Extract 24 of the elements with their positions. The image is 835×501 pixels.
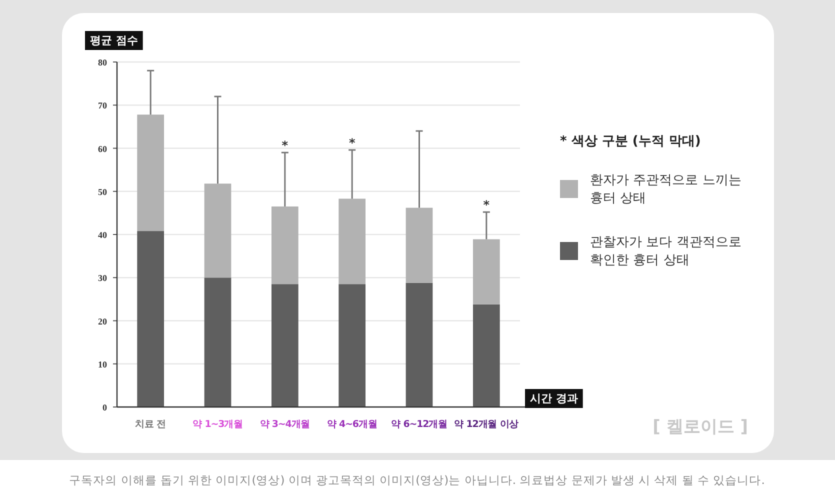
y-tick-label: 0 [102, 402, 108, 412]
x-tick-label: 치료 전 [135, 419, 166, 430]
x-tick-label: 약 3~4개월 [260, 419, 310, 430]
legend-title: * 색상 구분 (누적 막대) [560, 134, 701, 149]
annotation: * [483, 198, 490, 212]
annotation: * [282, 138, 289, 153]
y-tick-label: 50 [98, 186, 108, 197]
x-axis-title: 시간 경과 [530, 392, 578, 405]
y-tick-label: 30 [98, 273, 108, 284]
x-tick-label: 약 6~12개월 [391, 419, 448, 430]
y-tick-label: 70 [98, 100, 108, 111]
y-tick-label: 40 [98, 230, 108, 240]
y-tick-label: 10 [98, 359, 108, 370]
legend-label: 환자가 주관적으로 느끼는 흉터 상태 [590, 173, 742, 206]
x-tick-label: 약 1~3개월 [192, 419, 243, 430]
y-axis-title: 평균 점수 [90, 34, 138, 47]
y-tick-label: 20 [98, 316, 108, 326]
y-tick-label: 60 [98, 144, 108, 154]
legend-label: 관찰자가 보다 객관적으로 확인한 흉터 상태 [590, 235, 742, 268]
annotation: * [348, 136, 356, 150]
x-tick-label: 약 12개월 이상 [454, 419, 520, 430]
text: 구독자의 이해를 돕기 위한 이미지(영상) 이며 광고목적의 이미지(영상)는 아닙니다. 의료법상 문제가 발생 시 삭제 될 수 있습니다. [69, 473, 765, 487]
x-tick-label: 약 4~6개월 [326, 419, 378, 430]
y-tick-label: 80 [98, 58, 108, 68]
